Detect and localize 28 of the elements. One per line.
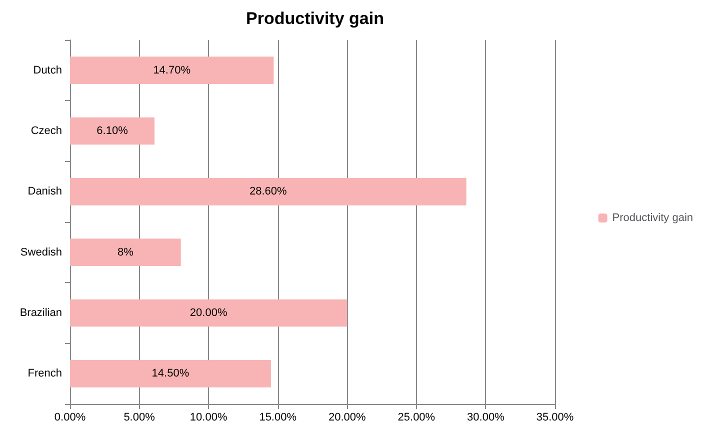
y-tick-label: French	[28, 368, 62, 380]
x-tick-label: 30.00%	[467, 412, 505, 424]
bar	[70, 360, 271, 388]
x-tick-label: 20.00%	[328, 412, 366, 424]
data-label: 20.00%	[190, 307, 228, 319]
data-label: 14.50%	[152, 368, 190, 380]
y-tick-label: Brazilian	[20, 307, 62, 319]
y-tick-label: Danish	[28, 186, 62, 198]
legend-label: Productivity gain	[612, 212, 694, 224]
data-label: 14.70%	[153, 64, 191, 76]
x-tick-label: 15.00%	[259, 412, 297, 424]
chart-title: Productivity gain	[246, 9, 384, 28]
data-label: 6.10%	[96, 125, 128, 137]
x-tick-label: 10.00%	[190, 412, 228, 424]
bar	[70, 56, 274, 84]
data-label: 28.60%	[250, 186, 288, 198]
bar	[70, 178, 466, 206]
x-tick-label: 35.00%	[536, 412, 574, 424]
x-tick-label: 25.00%	[398, 412, 436, 424]
bar	[70, 238, 181, 266]
x-tick-label: 5.00%	[124, 412, 156, 424]
y-tick-label: Czech	[30, 125, 62, 137]
data-label: 8%	[117, 246, 134, 258]
bar	[70, 299, 348, 327]
y-tick-label: Swedish	[20, 246, 62, 258]
y-tick-label: Dutch	[33, 64, 62, 76]
bar	[70, 117, 155, 145]
x-tick-label: 0.00%	[54, 412, 86, 424]
